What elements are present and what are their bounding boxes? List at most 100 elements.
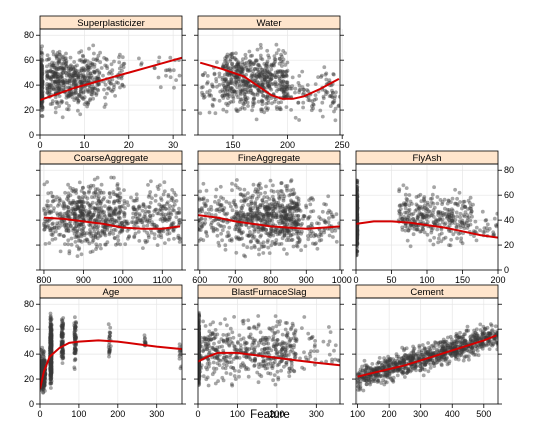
data-point bbox=[112, 227, 117, 232]
data-point bbox=[40, 76, 43, 80]
data-point bbox=[60, 76, 64, 81]
data-point bbox=[273, 205, 278, 210]
data-point bbox=[250, 195, 255, 200]
data-point bbox=[49, 339, 54, 343]
data-point bbox=[356, 216, 359, 221]
data-point bbox=[251, 236, 256, 240]
data-point bbox=[40, 58, 45, 63]
data-point bbox=[59, 335, 64, 339]
data-point bbox=[73, 96, 78, 100]
data-point bbox=[51, 75, 56, 79]
data-point bbox=[49, 338, 54, 343]
data-point bbox=[109, 228, 114, 233]
data-point bbox=[60, 341, 64, 345]
data-point bbox=[44, 58, 49, 62]
data-point bbox=[253, 67, 257, 71]
data-point bbox=[282, 232, 287, 237]
data-point bbox=[234, 209, 239, 214]
data-point bbox=[84, 100, 89, 105]
data-point bbox=[274, 84, 279, 89]
data-point bbox=[281, 49, 286, 53]
data-point bbox=[71, 81, 76, 85]
data-point bbox=[159, 212, 164, 217]
data-point bbox=[455, 196, 459, 201]
data-point bbox=[267, 75, 271, 79]
data-point bbox=[109, 62, 114, 67]
data-point bbox=[241, 62, 245, 67]
data-point bbox=[49, 331, 53, 336]
data-point bbox=[40, 65, 44, 70]
data-point bbox=[170, 221, 174, 226]
data-point bbox=[41, 364, 45, 369]
data-point bbox=[246, 104, 250, 108]
data-point bbox=[57, 232, 61, 237]
data-point bbox=[267, 83, 271, 88]
data-point bbox=[257, 88, 261, 93]
smooth-line-CoarseAggregate bbox=[43, 216, 181, 230]
data-point bbox=[425, 202, 430, 207]
data-point bbox=[415, 227, 420, 232]
x-tick-label: 900 bbox=[299, 275, 314, 285]
data-point bbox=[171, 204, 175, 209]
data-point bbox=[48, 327, 53, 331]
data-point bbox=[223, 88, 228, 93]
data-point bbox=[49, 333, 54, 338]
data-point bbox=[455, 202, 460, 206]
data-point bbox=[117, 220, 122, 225]
data-point bbox=[66, 66, 71, 71]
data-point bbox=[356, 213, 358, 217]
data-point bbox=[269, 76, 274, 81]
data-point bbox=[257, 74, 262, 79]
data-point bbox=[62, 82, 67, 86]
data-point bbox=[241, 194, 246, 199]
data-point bbox=[462, 214, 467, 219]
data-point bbox=[356, 212, 359, 217]
data-point bbox=[210, 84, 215, 89]
data-point bbox=[198, 332, 201, 337]
data-point bbox=[49, 347, 53, 352]
data-point bbox=[198, 377, 201, 382]
data-point bbox=[279, 74, 284, 79]
data-point bbox=[49, 367, 54, 372]
data-point bbox=[48, 345, 53, 350]
data-point bbox=[356, 237, 359, 242]
data-point bbox=[199, 217, 203, 221]
data-point bbox=[259, 109, 264, 114]
data-point bbox=[100, 230, 105, 235]
data-point bbox=[221, 62, 226, 66]
data-point bbox=[96, 206, 100, 211]
data-point bbox=[356, 228, 360, 232]
data-point bbox=[64, 64, 69, 69]
data-point bbox=[356, 202, 359, 207]
data-point bbox=[50, 237, 55, 242]
data-point bbox=[49, 70, 54, 75]
data-point bbox=[88, 204, 92, 208]
data-point bbox=[317, 215, 321, 220]
data-point bbox=[65, 222, 69, 227]
data-point bbox=[443, 221, 448, 226]
data-point bbox=[274, 211, 279, 216]
data-point bbox=[43, 376, 47, 381]
data-point bbox=[356, 193, 358, 198]
data-point bbox=[40, 365, 43, 370]
data-point bbox=[59, 331, 64, 336]
data-point bbox=[50, 101, 55, 106]
data-point bbox=[118, 216, 122, 221]
data-point bbox=[168, 75, 173, 80]
data-point bbox=[249, 201, 254, 206]
data-point bbox=[323, 219, 328, 224]
data-point bbox=[122, 211, 127, 216]
data-point bbox=[198, 326, 200, 331]
data-point bbox=[356, 225, 359, 230]
data-point bbox=[198, 333, 201, 337]
data-point bbox=[356, 214, 359, 219]
data-point bbox=[198, 189, 203, 194]
data-point bbox=[48, 360, 53, 365]
data-point bbox=[356, 233, 360, 238]
data-point bbox=[258, 65, 263, 70]
data-point bbox=[125, 222, 130, 226]
data-point bbox=[356, 193, 359, 198]
data-point bbox=[62, 80, 66, 84]
data-point bbox=[40, 80, 44, 85]
data-point bbox=[265, 240, 270, 244]
